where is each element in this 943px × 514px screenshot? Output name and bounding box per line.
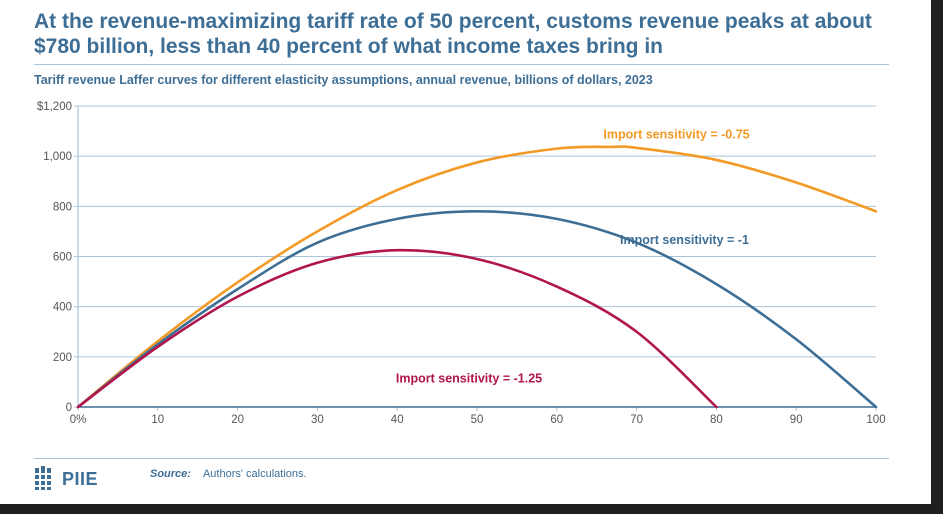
source-note: Source: Authors' calculations. bbox=[150, 468, 307, 480]
y-tick-label: 1,000 bbox=[43, 151, 72, 163]
x-tick-label: 70 bbox=[630, 414, 643, 426]
title-divider bbox=[34, 64, 889, 65]
y-tick-label: 200 bbox=[53, 352, 72, 364]
x-tick-label: 30 bbox=[311, 414, 324, 426]
series-line bbox=[76, 145, 878, 409]
y-tick-label: 0 bbox=[66, 402, 72, 414]
series-label: Import sensitivity = -1.25 bbox=[396, 371, 542, 385]
x-tick-label: 40 bbox=[391, 414, 404, 426]
source-text: Authors' calculations. bbox=[202, 468, 307, 480]
series-label: Import sensitivity = -1 bbox=[620, 233, 749, 247]
y-tick-label: $1,200 bbox=[37, 101, 72, 113]
x-tick-label: 20 bbox=[231, 414, 244, 426]
x-tick-label: 100 bbox=[866, 414, 885, 426]
x-tick-label: 10 bbox=[151, 414, 164, 426]
piie-building-icon bbox=[34, 466, 53, 490]
x-tick-label: 0% bbox=[70, 414, 87, 426]
footer-divider bbox=[34, 458, 889, 459]
x-tick-label: 80 bbox=[710, 414, 723, 426]
series-line bbox=[76, 210, 878, 409]
laffer-curve-chart: 0 200 400 600 800 1,000 $1,200 0% 10 20 30 40 50 60 70… bbox=[37, 101, 886, 426]
source-label: Source: bbox=[150, 468, 191, 480]
x-tick-label: 50 bbox=[471, 414, 484, 426]
y-tick-label: 400 bbox=[53, 302, 72, 314]
chart-title: At the revenue-maximizing tariff rate of… bbox=[34, 10, 872, 58]
y-tick-label: 800 bbox=[53, 201, 72, 213]
x-tick-label: 90 bbox=[790, 414, 803, 426]
piie-logo-text: PIIE bbox=[62, 468, 99, 489]
piie-logo: PIIE bbox=[34, 466, 98, 492]
series-line bbox=[76, 248, 718, 409]
chart-subtitle: Tariff revenue Laffer curves for differe… bbox=[34, 73, 653, 87]
x-tick-label: 60 bbox=[550, 414, 563, 426]
series-label: Import sensitivity = -0.75 bbox=[603, 128, 749, 142]
chart-card: At the revenue-maximizing tariff rate of… bbox=[0, 0, 931, 504]
y-tick-label: 600 bbox=[53, 252, 72, 264]
